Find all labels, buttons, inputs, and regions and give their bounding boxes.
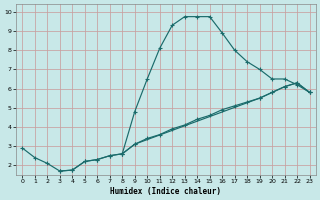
X-axis label: Humidex (Indice chaleur): Humidex (Indice chaleur) — [110, 187, 221, 196]
